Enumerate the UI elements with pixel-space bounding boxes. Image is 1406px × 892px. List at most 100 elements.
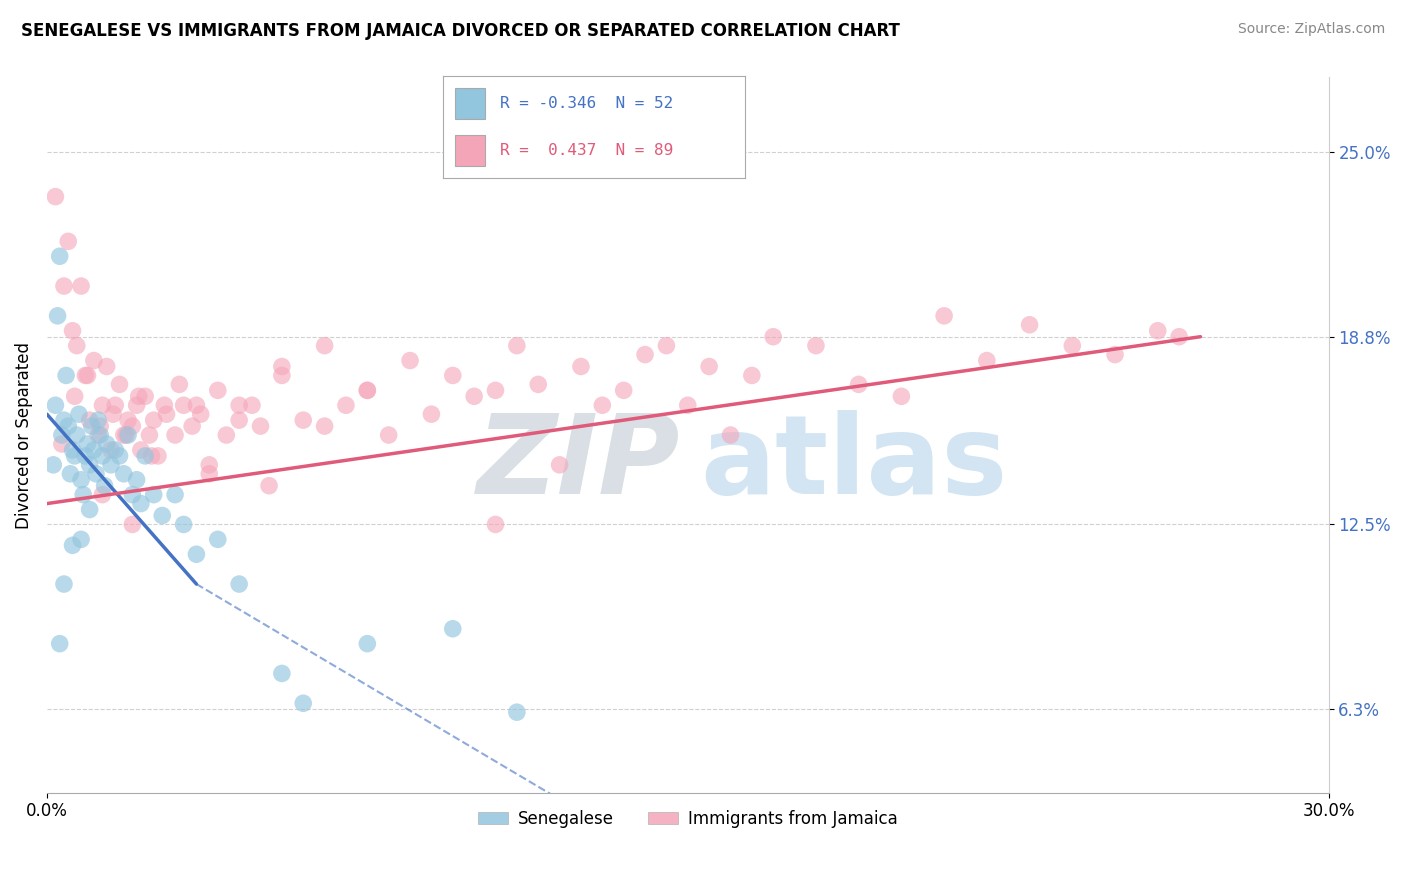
Point: [55, 368, 77, 383]
Point: [420, 407, 443, 421]
Point: [70, 279, 93, 293]
Point: [173, 517, 195, 532]
Point: [121, 419, 143, 434]
Point: [48, 249, 70, 263]
Point: [591, 398, 613, 412]
FancyBboxPatch shape: [456, 136, 485, 166]
Point: [720, 428, 742, 442]
Point: [121, 488, 143, 502]
Point: [63, 449, 86, 463]
Point: [804, 338, 827, 352]
Point: [484, 384, 506, 398]
Point: [146, 449, 169, 463]
Point: [270, 666, 292, 681]
FancyBboxPatch shape: [456, 88, 485, 119]
Point: [169, 377, 191, 392]
Point: [51, 437, 73, 451]
Point: [292, 696, 315, 710]
Y-axis label: Divorced or Separated: Divorced or Separated: [15, 342, 32, 529]
Point: [51, 428, 73, 442]
Point: [91, 449, 114, 463]
Point: [53, 577, 76, 591]
Point: [506, 705, 529, 719]
Point: [76, 437, 98, 451]
Point: [314, 419, 336, 434]
Point: [58, 235, 80, 249]
Point: [104, 398, 127, 412]
Point: [228, 398, 250, 412]
Point: [112, 428, 135, 442]
Point: [117, 413, 139, 427]
Point: [190, 407, 212, 421]
Point: [207, 384, 229, 398]
Point: [89, 419, 111, 434]
Point: [125, 398, 148, 412]
Point: [48, 637, 70, 651]
Point: [87, 428, 110, 442]
Text: R = -0.346  N = 52: R = -0.346 N = 52: [501, 96, 673, 111]
Point: [70, 473, 93, 487]
Point: [676, 398, 699, 412]
Point: [165, 488, 187, 502]
Point: [84, 467, 107, 481]
Point: [569, 359, 592, 374]
Point: [548, 458, 571, 472]
Point: [257, 479, 280, 493]
Point: [134, 449, 156, 463]
Point: [292, 413, 315, 427]
Point: [441, 368, 464, 383]
Point: [62, 442, 84, 457]
Point: [141, 449, 163, 463]
Point: [91, 398, 114, 412]
Point: [63, 389, 86, 403]
Point: [1018, 318, 1040, 332]
Point: [198, 458, 221, 472]
Point: [356, 384, 378, 398]
Point: [53, 413, 76, 427]
Point: [976, 353, 998, 368]
Point: [83, 442, 105, 457]
Point: [150, 508, 173, 523]
Point: [117, 428, 139, 442]
Point: [104, 442, 127, 457]
Point: [399, 353, 422, 368]
Point: [1104, 348, 1126, 362]
Point: [59, 467, 82, 481]
Point: [83, 353, 105, 368]
Point: [153, 398, 176, 412]
Point: [91, 488, 114, 502]
Point: [142, 413, 165, 427]
Point: [527, 377, 550, 392]
Point: [79, 458, 101, 472]
Text: ZIP: ZIP: [477, 410, 681, 517]
Point: [87, 413, 110, 427]
Point: [142, 488, 165, 502]
Point: [115, 428, 138, 442]
Point: [70, 533, 93, 547]
Point: [1168, 329, 1191, 343]
Point: [249, 419, 271, 434]
Point: [613, 384, 636, 398]
Point: [1146, 324, 1168, 338]
Point: [129, 497, 152, 511]
Point: [112, 467, 135, 481]
Point: [42, 458, 65, 472]
Legend: Senegalese, Immigrants from Jamaica: Senegalese, Immigrants from Jamaica: [471, 803, 904, 834]
Point: [121, 517, 143, 532]
Point: [129, 442, 152, 457]
Point: [228, 577, 250, 591]
Point: [62, 324, 84, 338]
Point: [89, 428, 111, 442]
Point: [100, 442, 122, 457]
Point: [314, 338, 336, 352]
Text: SENEGALESE VS IMMIGRANTS FROM JAMAICA DIVORCED OR SEPARATED CORRELATION CHART: SENEGALESE VS IMMIGRANTS FROM JAMAICA DI…: [21, 22, 900, 40]
Point: [100, 458, 122, 472]
Point: [655, 338, 678, 352]
Point: [72, 488, 94, 502]
Point: [240, 398, 263, 412]
Point: [67, 407, 90, 421]
Point: [484, 517, 506, 532]
Point: [270, 359, 292, 374]
Point: [46, 309, 69, 323]
Point: [80, 419, 103, 434]
